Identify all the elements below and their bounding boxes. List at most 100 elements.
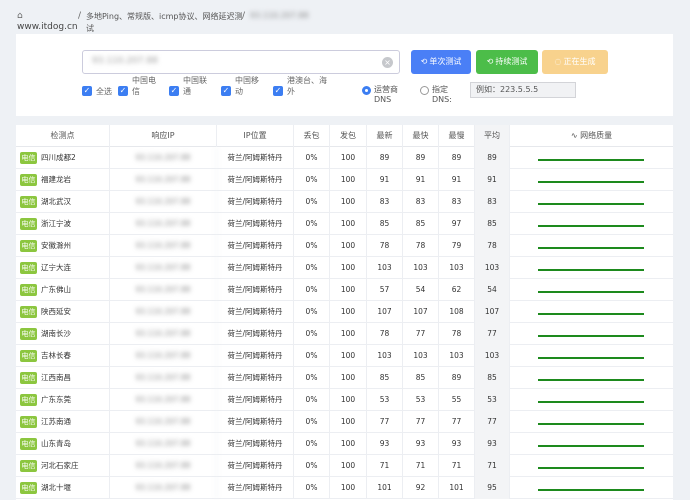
avg-cell: 71: [475, 455, 510, 477]
quality-bar: [538, 159, 644, 161]
ip-cell: 93.110.207.88: [110, 213, 217, 235]
latest-cell: 78: [367, 235, 403, 257]
ip-cell: 93.110.207.88: [110, 279, 217, 301]
loss-cell: 0%: [294, 389, 330, 411]
custom-dns-input[interactable]: 例如：223.5.5.5: [470, 82, 576, 98]
loss-cell: 0%: [294, 279, 330, 301]
quality-bar: [538, 313, 644, 315]
loss-cell: 0%: [294, 213, 330, 235]
slowest-cell: 79: [439, 235, 475, 257]
table-row[interactable]: 电信 广东佛山 93.110.207.88 荷兰/阿姆斯特丹 0% 100 57 54 62 54: [16, 279, 673, 301]
location-cell: 荷兰/阿姆斯特丹: [217, 367, 294, 389]
node-name: 广东佛山: [41, 285, 71, 294]
header-sent[interactable]: 发包: [330, 125, 367, 147]
node-cell: 电信 浙江宁波: [16, 213, 110, 235]
sent-cell: 100: [330, 367, 367, 389]
loss-cell: 0%: [294, 411, 330, 433]
table-row[interactable]: 电信 辽宁大连 93.110.207.88 荷兰/阿姆斯特丹 0% 100 103 103 10…: [16, 257, 673, 279]
table-row[interactable]: 电信 四川成都2 93.110.207.88 荷兰/阿姆斯特丹 0% 100 89 89 89 8…: [16, 147, 673, 169]
header-node[interactable]: 检测点: [16, 125, 110, 147]
avg-cell: 53: [475, 389, 510, 411]
home-icon[interactable]: ⌂: [17, 11, 23, 21]
node-cell: 电信 湖北十堰: [16, 477, 110, 499]
avg-cell: 91: [475, 169, 510, 191]
close-circle-icon[interactable]: ×: [382, 57, 393, 68]
avg-cell: 83: [475, 191, 510, 213]
location-cell: 荷兰/阿姆斯特丹: [217, 389, 294, 411]
header-quality[interactable]: ∿ 网络质量: [570, 131, 613, 140]
loss-cell: 0%: [294, 455, 330, 477]
site-link[interactable]: www.itdog.cn: [17, 22, 78, 32]
target-host-input[interactable]: [92, 56, 372, 66]
loss-cell: 0%: [294, 345, 330, 367]
table-row[interactable]: 电信 吉林长春 93.110.207.88 荷兰/阿姆斯特丹 0% 100 103 103 10…: [16, 345, 673, 367]
latest-cell: 93: [367, 433, 403, 455]
fastest-cell: 83: [403, 191, 439, 213]
latest-cell: 107: [367, 301, 403, 323]
continuous-test-button[interactable]: ⟲ 持续测试: [476, 50, 538, 74]
generating-button[interactable]: ◌ 正在生成: [542, 50, 608, 74]
table-row[interactable]: 电信 湖北十堰 93.110.207.88 荷兰/阿姆斯特丹 0% 100 101 92 101…: [16, 477, 673, 499]
fastest-cell: 71: [403, 455, 439, 477]
node-name: 江西南昌: [41, 373, 71, 382]
node-name: 湖北十堰: [41, 483, 71, 492]
node-cell: 电信 广东东莞: [16, 389, 110, 411]
quality-cell: [510, 191, 673, 213]
avg-cell: 85: [475, 213, 510, 235]
quality-cell: [510, 147, 673, 169]
quality-bar: [538, 445, 644, 447]
header-ip[interactable]: 响应IP: [110, 125, 217, 147]
breadcrumb-host: 93.110.207.88: [250, 11, 309, 20]
isp-badge: 电信: [20, 394, 37, 406]
table-row[interactable]: 电信 江西南昌 93.110.207.88 荷兰/阿姆斯特丹 0% 100 85 85 89 85: [16, 367, 673, 389]
latest-cell: 83: [367, 191, 403, 213]
breadcrumb-title[interactable]: 多地Ping、常规版、icmp协议、网络延迟测试: [86, 12, 243, 33]
ip-cell: 93.110.207.88: [110, 147, 217, 169]
table-row[interactable]: 电信 山东青岛 93.110.207.88 荷兰/阿姆斯特丹 0% 100 93 93 93 93: [16, 433, 673, 455]
node-name: 安徽滁州: [41, 241, 71, 250]
check-icon: ✓: [273, 86, 283, 96]
header-latest[interactable]: 最新: [367, 125, 403, 147]
quality-bar: [538, 401, 644, 403]
avg-cell: 89: [475, 147, 510, 169]
slowest-cell: 62: [439, 279, 475, 301]
table-row[interactable]: 电信 湖南长沙 93.110.207.88 荷兰/阿姆斯特丹 0% 100 78 77 78 77: [16, 323, 673, 345]
single-test-button[interactable]: ⟲ 单次测试: [411, 50, 471, 74]
avg-cell: 95: [475, 477, 510, 499]
quality-bar: [538, 203, 644, 205]
header-avg[interactable]: 平均: [475, 125, 510, 147]
table-row[interactable]: 电信 浙江宁波 93.110.207.88 荷兰/阿姆斯特丹 0% 100 85 85 97 85: [16, 213, 673, 235]
table-row[interactable]: 电信 湖北武汉 93.110.207.88 荷兰/阿姆斯特丹 0% 100 83 83 83 83: [16, 191, 673, 213]
quality-bar: [538, 247, 644, 249]
table-row[interactable]: 电信 河北石家庄 93.110.207.88 荷兰/阿姆斯特丹 0% 100 71 71 71 7…: [16, 455, 673, 477]
node-name: 四川成都2: [41, 153, 76, 162]
quality-bar: [538, 225, 644, 227]
breadcrumb-separator: /: [78, 11, 82, 21]
node-name: 广东东莞: [41, 395, 71, 404]
avg-cell: 77: [475, 323, 510, 345]
quality-cell: [510, 455, 673, 477]
loss-cell: 0%: [294, 301, 330, 323]
quality-cell: [510, 169, 673, 191]
node-name: 江苏南通: [41, 417, 71, 426]
header-fastest[interactable]: 最快: [403, 125, 439, 147]
fastest-cell: 77: [403, 323, 439, 345]
latest-cell: 57: [367, 279, 403, 301]
node-name: 山东青岛: [41, 439, 71, 448]
header-location[interactable]: IP位置: [217, 125, 294, 147]
table-row[interactable]: 电信 陕西延安 93.110.207.88 荷兰/阿姆斯特丹 0% 100 107 107 10…: [16, 301, 673, 323]
quality-bar: [538, 423, 644, 425]
sent-cell: 100: [330, 455, 367, 477]
isp-badge: 电信: [20, 196, 37, 208]
loss-cell: 0%: [294, 191, 330, 213]
isp-badge: 电信: [20, 174, 37, 186]
quality-bar: [538, 291, 644, 293]
table-row[interactable]: 电信 广东东莞 93.110.207.88 荷兰/阿姆斯特丹 0% 100 53 53 55 53: [16, 389, 673, 411]
table-row[interactable]: 电信 安徽滁州 93.110.207.88 荷兰/阿姆斯特丹 0% 100 78 78 79 78: [16, 235, 673, 257]
table-row[interactable]: 电信 福建龙岩 93.110.207.88 荷兰/阿姆斯特丹 0% 100 91 91 91 91: [16, 169, 673, 191]
table-row[interactable]: 电信 江苏南通 93.110.207.88 荷兰/阿姆斯特丹 0% 100 77 77 77 77: [16, 411, 673, 433]
header-slowest[interactable]: 最慢: [439, 125, 475, 147]
fastest-cell: 77: [403, 411, 439, 433]
latest-cell: 78: [367, 323, 403, 345]
header-loss[interactable]: 丢包: [294, 125, 330, 147]
